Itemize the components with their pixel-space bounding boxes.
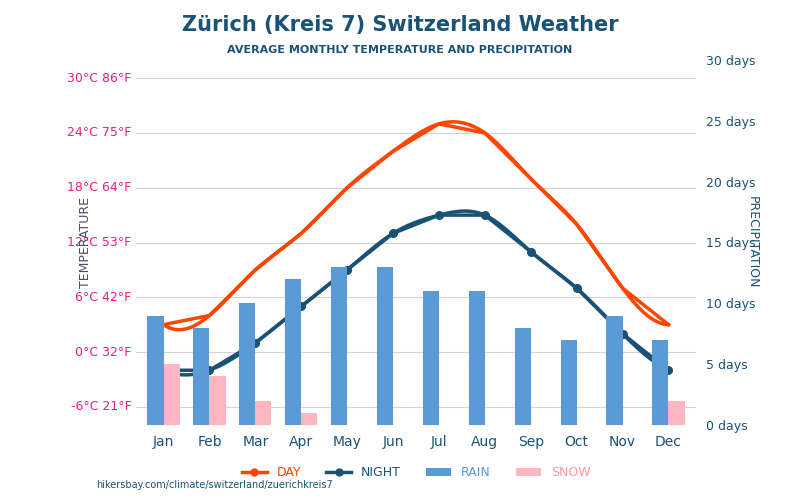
Point — [295, 230, 308, 237]
Point — [662, 366, 675, 374]
Bar — [255, 400, 271, 425]
Text: PRECIPITATION: PRECIPITATION — [746, 196, 758, 289]
Text: AVERAGE MONTHLY TEMPERATURE AND PRECIPITATION: AVERAGE MONTHLY TEMPERATURE AND PRECIPIT… — [227, 45, 573, 55]
Text: Zürich (Kreis 7) Switzerland Weather: Zürich (Kreis 7) Switzerland Weather — [182, 15, 618, 35]
Bar — [163, 364, 180, 425]
Point — [524, 174, 537, 182]
Point — [478, 129, 491, 137]
Point — [433, 120, 446, 128]
Point — [662, 320, 675, 328]
Point — [157, 320, 170, 328]
Text: 24°C 75°F: 24°C 75°F — [67, 126, 131, 140]
Point — [203, 366, 216, 374]
Bar — [302, 413, 318, 425]
Point — [524, 248, 537, 256]
Point — [341, 266, 354, 274]
Point — [570, 220, 583, 228]
Text: 12°C 53°F: 12°C 53°F — [67, 236, 131, 249]
Text: 6°C 42°F: 6°C 42°F — [75, 291, 131, 304]
Bar — [669, 400, 685, 425]
Point — [386, 230, 399, 237]
Point — [386, 147, 399, 155]
Point — [249, 266, 262, 274]
Bar — [210, 376, 226, 425]
Bar — [285, 279, 302, 425]
Legend: DAY, NIGHT, RAIN, SNOW: DAY, NIGHT, RAIN, SNOW — [237, 462, 595, 484]
Point — [433, 211, 446, 219]
Text: -6°C 21°F: -6°C 21°F — [70, 400, 131, 413]
Point — [616, 330, 629, 338]
Point — [249, 339, 262, 347]
Text: 30°C 86°F: 30°C 86°F — [67, 72, 131, 85]
Point — [478, 211, 491, 219]
Point — [203, 312, 216, 320]
Point — [616, 284, 629, 292]
Text: TEMPERATURE: TEMPERATURE — [79, 197, 92, 288]
Text: hikersbay.com/climate/switzerland/zuerichkreis7: hikersbay.com/climate/switzerland/zueric… — [96, 480, 333, 490]
Bar — [377, 267, 393, 425]
Bar — [423, 291, 439, 425]
Point — [157, 366, 170, 374]
Bar — [606, 316, 622, 425]
Text: 18°C 64°F: 18°C 64°F — [67, 181, 131, 194]
Point — [570, 284, 583, 292]
Bar — [194, 328, 210, 425]
Text: 0°C 32°F: 0°C 32°F — [75, 346, 131, 358]
Bar — [514, 328, 530, 425]
Bar — [147, 316, 163, 425]
Bar — [561, 340, 577, 425]
Bar — [239, 304, 255, 425]
Bar — [331, 267, 347, 425]
Point — [295, 302, 308, 310]
Bar — [652, 340, 669, 425]
Point — [341, 184, 354, 192]
Bar — [469, 291, 485, 425]
